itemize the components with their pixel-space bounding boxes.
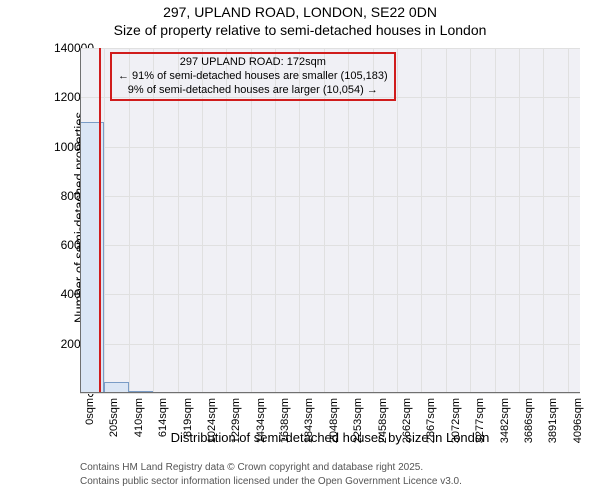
gridline-vertical (421, 48, 422, 393)
gridline-horizontal (80, 48, 580, 49)
gridline-horizontal (80, 294, 580, 295)
gridline-horizontal (80, 196, 580, 197)
chart-container: 297, UPLAND ROAD, LONDON, SE22 0DN Size … (0, 0, 600, 500)
gridline-horizontal (80, 393, 580, 394)
x-axis-label: Distribution of semi-detached houses by … (80, 430, 580, 445)
plot-area: 297 UPLAND ROAD: 172sqm← 91% of semi-det… (80, 48, 580, 393)
chart-title-line1: 297, UPLAND ROAD, LONDON, SE22 0DN (0, 4, 600, 20)
gridline-vertical (397, 48, 398, 393)
annotation-line: 297 UPLAND ROAD: 172sqm (118, 56, 388, 70)
x-axis-line (80, 392, 580, 393)
annotation-line: ← 91% of semi-detached houses are smalle… (118, 70, 388, 84)
gridline-horizontal (80, 245, 580, 246)
reference-line (99, 48, 101, 393)
y-axis-line (80, 48, 81, 393)
chart-title-line2: Size of property relative to semi-detach… (0, 22, 600, 38)
x-tick-label: 0sqm (84, 398, 96, 425)
footer-line2: Contains public sector information licen… (80, 476, 462, 487)
gridline-vertical (104, 48, 105, 393)
footer-line1: Contains HM Land Registry data © Crown c… (80, 462, 423, 473)
gridline-vertical (446, 48, 447, 393)
annotation-line: 9% of semi-detached houses are larger (1… (118, 84, 388, 98)
gridline-horizontal (80, 344, 580, 345)
gridline-vertical (495, 48, 496, 393)
gridline-vertical (543, 48, 544, 393)
gridline-vertical (470, 48, 471, 393)
gridline-vertical (568, 48, 569, 393)
gridline-horizontal (80, 147, 580, 148)
gridline-vertical (519, 48, 520, 393)
annotation-box: 297 UPLAND ROAD: 172sqm← 91% of semi-det… (110, 52, 396, 101)
